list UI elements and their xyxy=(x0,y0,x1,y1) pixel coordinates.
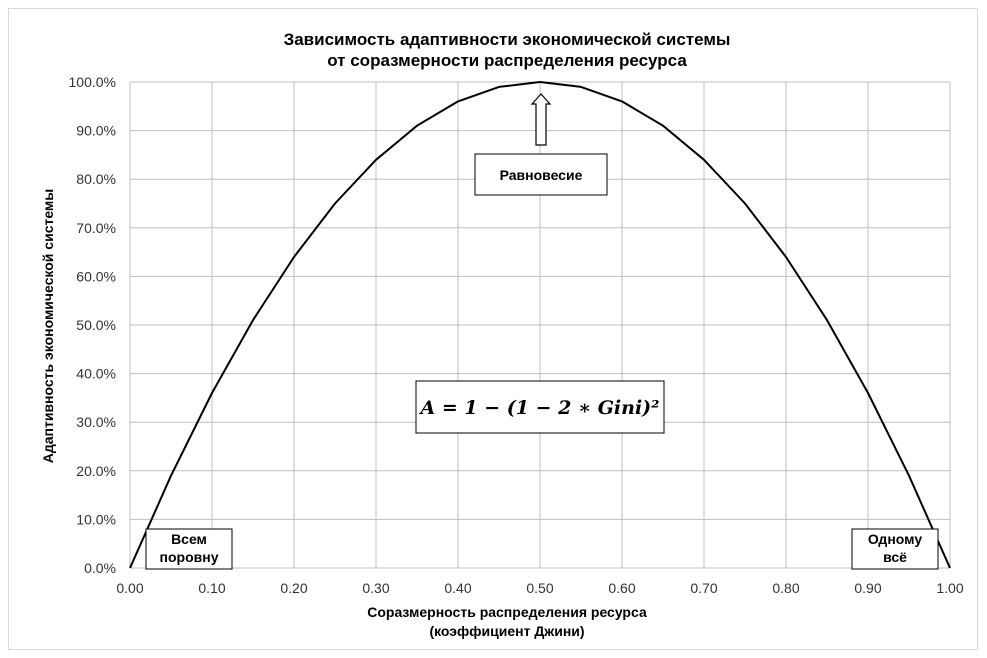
y-tick-label: 20.0% xyxy=(76,463,116,479)
y-tick-label: 10.0% xyxy=(76,511,116,527)
equilibrium-label: Равновесие xyxy=(500,167,583,183)
formula-text: A = 1 − (1 − 2 ∗ Gini)² xyxy=(419,397,660,419)
equal-share-box xyxy=(145,528,233,570)
adaptivity-curve xyxy=(129,81,951,569)
x-tick-label: 0.40 xyxy=(444,580,471,596)
equal-share-label-line-1: Всем xyxy=(171,531,207,547)
one-takes-all-box xyxy=(851,528,939,570)
x-tick-label: 0.50 xyxy=(526,580,553,596)
x-tick-label: 0.20 xyxy=(280,580,307,596)
chart-title-line-2: от соразмерности распределения ресурса xyxy=(327,51,687,70)
x-axis-label-line-2: (коэффициент Джини) xyxy=(429,623,584,639)
x-tick-label: 0.90 xyxy=(854,580,881,596)
chart-title-line-1: Зависимость адаптивности экономической с… xyxy=(284,30,731,49)
x-tick-label: 0.30 xyxy=(362,580,389,596)
y-tick-label: 50.0% xyxy=(76,317,116,333)
x-tick-label: 0.60 xyxy=(608,580,635,596)
y-tick-label: 100.0% xyxy=(69,74,116,90)
one-takes-all-label-line-2: всё xyxy=(883,549,907,565)
y-tick-label: 40.0% xyxy=(76,366,116,382)
y-tick-label: 30.0% xyxy=(76,414,116,430)
formula-box xyxy=(415,380,665,434)
x-tick-label: 0.00 xyxy=(116,580,143,596)
x-tick-labels: 0.00 0.10 0.20 0.30 0.40 0.50 0.60 0.70 0.80 0.90… xyxy=(116,580,963,596)
x-axis-label-line-1: Соразмерность распределения ресурса xyxy=(367,604,647,620)
x-tick-label: 0.10 xyxy=(198,580,225,596)
x-tick-label: 0.70 xyxy=(690,580,717,596)
equilibrium-box xyxy=(474,153,608,196)
y-tick-label: 90.0% xyxy=(76,123,116,139)
one-takes-all-label-line-1: Одному xyxy=(868,531,922,547)
y-tick-label: 60.0% xyxy=(76,268,116,284)
x-tick-label: 1.00 xyxy=(936,580,963,596)
y-tick-labels: 0.0% 10.0% 20.0% 30.0% 40.0% 50.0% 60.0% 70.0% 8… xyxy=(69,74,116,576)
grid xyxy=(129,81,951,569)
y-tick-label: 80.0% xyxy=(76,171,116,187)
equilibrium-arrow-icon xyxy=(530,93,552,146)
y-axis-label: Адаптивность экономической системы xyxy=(40,189,56,464)
equal-share-label-line-2: поровну xyxy=(160,549,219,565)
y-tick-label: 0.0% xyxy=(84,560,116,576)
y-tick-label: 70.0% xyxy=(76,220,116,236)
x-tick-label: 0.80 xyxy=(772,580,799,596)
